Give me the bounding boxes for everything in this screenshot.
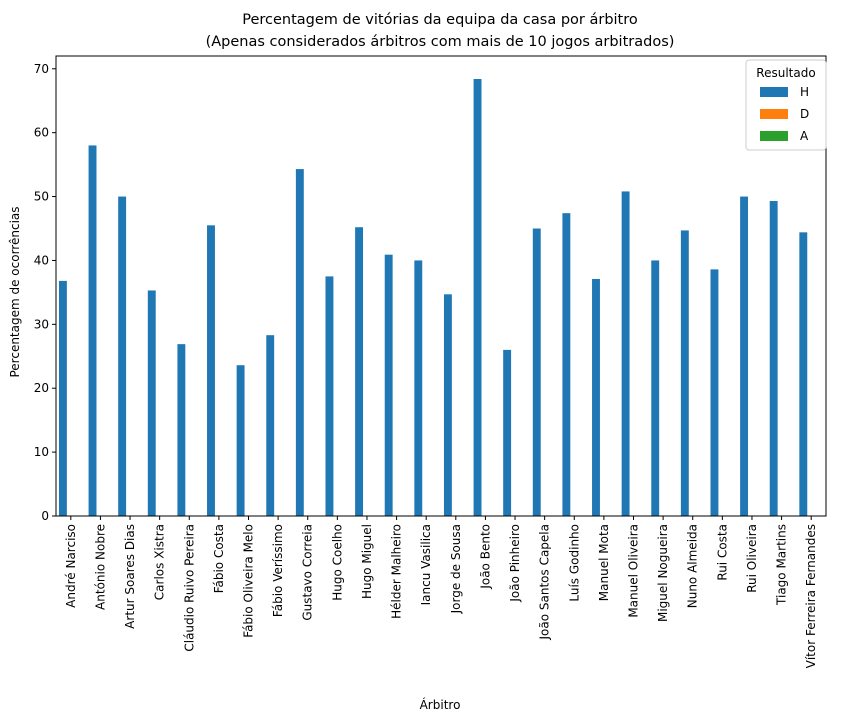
x-tick-label: Gustavo Correia [301, 524, 315, 621]
chart-title: Percentagem de vitórias da equipa da cas… [242, 12, 638, 28]
x-tick-label: Hugo Coelho [330, 524, 344, 601]
legend-swatch-h [760, 87, 788, 97]
x-tick-label: Manuel Oliveira [627, 524, 641, 618]
y-axis-title: Percentagem de ocorrências [8, 206, 22, 377]
y-tick-label: 40 [34, 253, 49, 267]
bar-h-12 [384, 254, 393, 516]
legend-swatch-a [760, 131, 788, 141]
x-tick-label: Tiago Martins [775, 524, 789, 606]
plot-frame [55, 55, 827, 517]
bar-h-20 [621, 191, 630, 516]
x-tick-label: Nuno Almeida [686, 524, 700, 608]
bar-h-1 [58, 280, 67, 516]
y-tick-label: 30 [34, 317, 49, 331]
legend: Resultado HDA [745, 59, 827, 151]
bar-h-6 [207, 225, 215, 516]
x-tick-label: João Santos Capela [538, 524, 552, 641]
bar-h-25 [769, 201, 778, 516]
legend-swatch-d [760, 109, 788, 119]
x-tick-label: António Nobre [93, 524, 107, 610]
bar-h-15 [473, 79, 482, 516]
bar-h-14 [443, 294, 452, 516]
x-tick-label: Iancu Vasilica [419, 524, 433, 605]
x-tick-label: Hélder Malheiro [390, 524, 404, 619]
chart-subtitle: (Apenas considerados árbitros com mais d… [206, 34, 675, 50]
bar-h-11 [355, 227, 364, 516]
bar-h-17 [532, 228, 541, 516]
plot-area: 0 10 20 30 40 50 60 70 André Narciso António Nobr… [34, 55, 827, 668]
bar-h-2 [88, 145, 97, 516]
bar-h-26 [799, 232, 808, 516]
x-tick-label: Hugo Miguel [360, 524, 374, 599]
bar-h-23 [710, 269, 719, 516]
legend-label-d: D [800, 107, 809, 121]
legend-label-a: A [800, 129, 809, 143]
bar-h-19 [592, 278, 600, 516]
x-tick-label: André Narciso [64, 524, 78, 608]
x-tick-label: Fábio Veríssimo [271, 524, 285, 617]
x-tick-label: Jorge de Sousa [449, 524, 463, 614]
bar-h-21 [651, 260, 660, 516]
x-tick-label: Luís Godinho [567, 524, 581, 602]
x-tick-label: Fábio Costa [212, 524, 226, 593]
bar-h-5 [177, 344, 186, 516]
x-tick-label: João Bento [478, 524, 492, 590]
y-tick-label: 20 [34, 381, 49, 395]
x-tick-label: Rui Costa [715, 524, 729, 581]
legend-frame [745, 59, 827, 151]
bar-h-8 [266, 335, 275, 516]
x-tick-label: Fábio Oliveira Melo [242, 524, 256, 638]
bar-h-24 [740, 196, 749, 516]
x-axis-title: Árbitro [420, 697, 461, 712]
y-tick-label: 10 [34, 445, 49, 459]
x-tick-label: Manuel Mota [597, 524, 611, 601]
bar-h-9 [295, 169, 304, 516]
bar-h-7 [236, 365, 245, 516]
y-tick-label: 0 [41, 509, 49, 523]
x-tick-label: Rui Oliveira [745, 524, 759, 593]
bar-h-18 [562, 213, 571, 517]
bar-h-22 [680, 230, 689, 517]
x-tick-label: Carlos Xistra [153, 524, 167, 600]
legend-label-h: H [800, 85, 809, 99]
x-tick-label: Cláudio Ruivo Pereira [182, 524, 196, 652]
legend-title: Resultado [756, 66, 815, 80]
bar-h-3 [118, 196, 127, 516]
bar-h-4 [147, 290, 156, 516]
bar-h-16 [503, 349, 512, 516]
y-tick-label: 50 [34, 190, 49, 204]
y-tick-label: 60 [34, 126, 49, 140]
y-tick-label: 70 [34, 62, 49, 76]
x-tick-label: Miguel Nogueira [656, 524, 670, 622]
x-tick-label: João Pinheiro [508, 524, 522, 603]
x-tick-label: Artur Soares Dias [123, 524, 137, 629]
bar-h-13 [414, 260, 423, 516]
x-tick-label: Vítor Ferreira Fernandes [804, 524, 818, 668]
bar-h-10 [325, 276, 334, 516]
